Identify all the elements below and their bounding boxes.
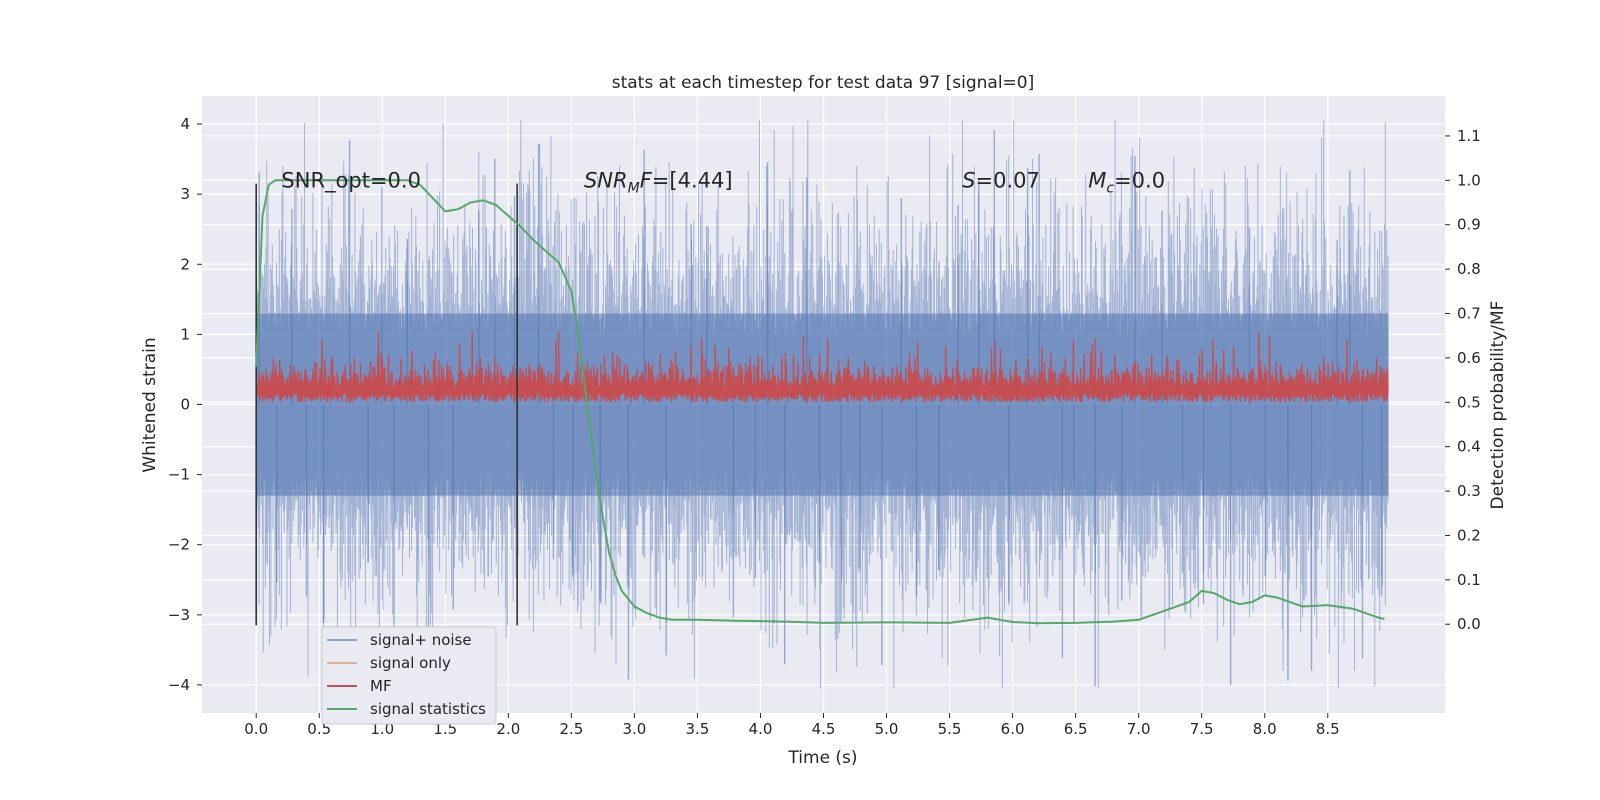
y-tick-label: −1 bbox=[168, 466, 190, 484]
x-tick-label: 7.0 bbox=[1127, 720, 1151, 738]
y-tick-label: −3 bbox=[168, 606, 190, 624]
x-tick-label: 8.5 bbox=[1316, 720, 1340, 738]
y2-tick-label: 1.0 bbox=[1457, 171, 1481, 189]
y2-tick-label: 0.7 bbox=[1457, 305, 1481, 323]
y2-tick-label: 0.6 bbox=[1457, 349, 1481, 367]
y2-tick-label: 0.4 bbox=[1457, 438, 1481, 456]
chart-title: stats at each timestep for test data 97 … bbox=[612, 73, 1035, 93]
x-tick-label: 8.0 bbox=[1253, 720, 1277, 738]
annotation-text: SNRMF=[4.44] bbox=[584, 168, 733, 196]
y-tick-label: −2 bbox=[168, 536, 190, 554]
y2-tick-label: 0.0 bbox=[1457, 615, 1481, 633]
y2-tick-label: 0.1 bbox=[1457, 571, 1481, 589]
x-tick-label: 2.0 bbox=[496, 720, 520, 738]
y2-tick-label: 0.3 bbox=[1457, 482, 1481, 500]
y2-tick-label: 0.8 bbox=[1457, 260, 1481, 278]
mf-trace bbox=[255, 331, 1389, 403]
x-tick-label: 5.5 bbox=[938, 720, 962, 738]
y2-tick-label: 0.9 bbox=[1457, 216, 1481, 234]
y-axis-title: Whitened strain bbox=[140, 337, 160, 472]
x-tick-label: 3.0 bbox=[622, 720, 646, 738]
legend-label: signal statistics bbox=[370, 700, 486, 718]
x-tick-label: 4.5 bbox=[812, 720, 836, 738]
signal-statistics-series bbox=[255, 179, 1385, 625]
y2-tick-label: 0.2 bbox=[1457, 526, 1481, 544]
y-tick-label: 0 bbox=[180, 396, 190, 414]
annotation-text: Mc=0.0 bbox=[1088, 168, 1165, 196]
noise-core-band bbox=[256, 313, 1389, 496]
x-axis-ticks: 0.0 0.5 1.0 1.5 2.0 2.5 3.0 3.5 4.0 4.5 5.0 5.5 6.0 6… bbox=[244, 713, 1340, 738]
x-tick-label: 7.5 bbox=[1190, 720, 1214, 738]
legend-label: signal+ noise bbox=[370, 631, 472, 649]
annotation-text: S=0.07 bbox=[962, 168, 1040, 192]
x-tick-label: 5.0 bbox=[875, 720, 899, 738]
x-axis-title: Time (s) bbox=[787, 748, 857, 768]
legend-label: signal only bbox=[370, 654, 451, 672]
annotations: SNR_opt=0.0 SNRMF=[4.44] S=0.07 Mc=0.0 bbox=[281, 168, 1165, 196]
signal-statistics-line bbox=[255, 179, 1385, 625]
signal-noise-series bbox=[255, 120, 1389, 689]
x-tick-label: 2.5 bbox=[559, 720, 583, 738]
legend: signal+ noise signal only MF signal statist… bbox=[321, 626, 497, 725]
x-tick-label: 0.0 bbox=[244, 720, 268, 738]
x-tick-label: 6.0 bbox=[1001, 720, 1025, 738]
legend-label: MF bbox=[370, 677, 392, 695]
y-tick-label: 3 bbox=[180, 185, 190, 203]
y-tick-label: 4 bbox=[180, 115, 190, 133]
x-tick-label: 3.5 bbox=[686, 720, 710, 738]
mf-series bbox=[255, 331, 1389, 403]
x-tick-label: 6.5 bbox=[1064, 720, 1088, 738]
y-tick-label: 1 bbox=[180, 325, 190, 343]
y2-axis-ticks: 0.0 0.1 0.2 0.3 0.4 0.5 0.6 0.7 0.8 0.9 1.0 1.1 bbox=[1445, 127, 1481, 633]
y-tick-label: −4 bbox=[168, 676, 190, 694]
y-tick-label: 2 bbox=[180, 255, 190, 273]
y2-tick-label: 1.1 bbox=[1457, 127, 1481, 145]
vertical-markers bbox=[255, 183, 518, 626]
annotation-text: SNR_opt=0.0 bbox=[281, 168, 421, 193]
legend-box bbox=[321, 626, 497, 725]
y-axis-ticks: −4 −3 −2 −1 0 1 2 3 4 bbox=[168, 115, 202, 694]
y2-axis-title: Detection probability/MF bbox=[1488, 301, 1508, 510]
y2-tick-label: 0.5 bbox=[1457, 393, 1481, 411]
x-tick-label: 4.0 bbox=[749, 720, 773, 738]
